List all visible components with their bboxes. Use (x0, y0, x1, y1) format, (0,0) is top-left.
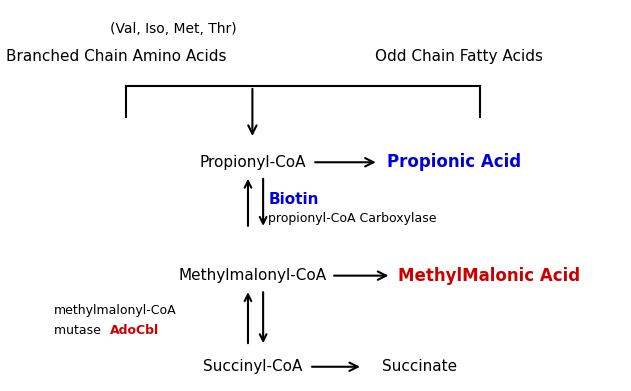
Text: Branched Chain Amino Acids: Branched Chain Amino Acids (6, 49, 227, 64)
Text: Propionyl-CoA: Propionyl-CoA (199, 155, 305, 170)
Text: Methylmalonyl-CoA: Methylmalonyl-CoA (179, 268, 326, 283)
Text: (Val, Iso, Met, Thr): (Val, Iso, Met, Thr) (110, 22, 237, 36)
Text: mutase: mutase (54, 324, 105, 337)
Text: propionyl-CoA Carboxylase: propionyl-CoA Carboxylase (268, 212, 437, 226)
Text: methylmalonyl-CoA: methylmalonyl-CoA (54, 304, 176, 317)
Text: Odd Chain Fatty Acids: Odd Chain Fatty Acids (375, 49, 543, 64)
Text: Propionic Acid: Propionic Acid (387, 153, 521, 171)
Text: Biotin: Biotin (268, 192, 319, 207)
Text: AdoCbl: AdoCbl (110, 324, 160, 337)
Text: Succinate: Succinate (382, 359, 457, 374)
Text: Succinyl-CoA: Succinyl-CoA (203, 359, 302, 374)
Text: MethylMalonic Acid: MethylMalonic Acid (398, 267, 580, 285)
